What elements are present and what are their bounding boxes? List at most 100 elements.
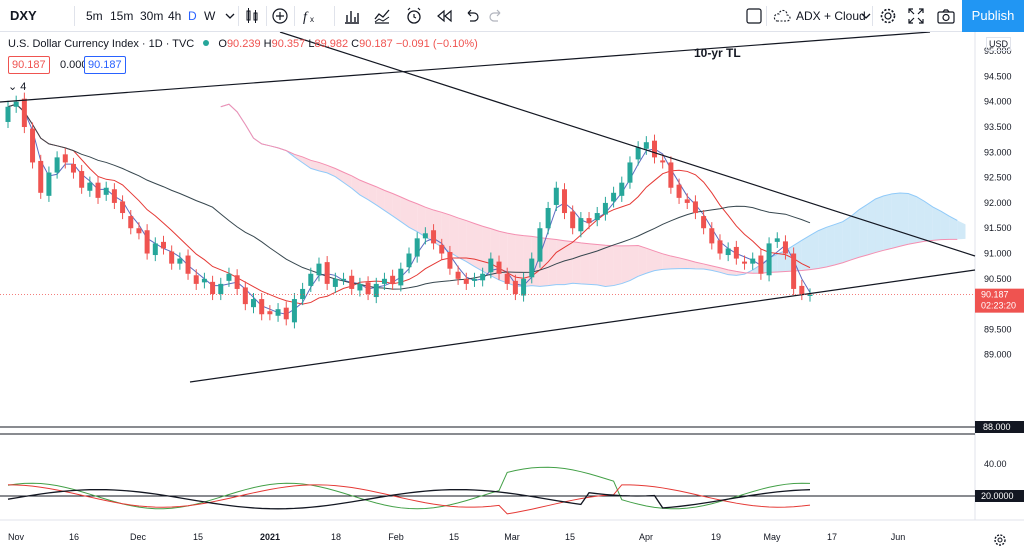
template-selector-button[interactable]: ADX + Cloud [796, 9, 866, 23]
publish-button[interactable]: Publish [962, 0, 1024, 32]
financials-icon[interactable] [342, 6, 362, 26]
symbol-search-button[interactable]: DXY [10, 8, 37, 23]
candle-body [627, 162, 633, 183]
trendline-annotation[interactable]: 10-yr TL [694, 46, 741, 60]
adx-level-label: 20.0000 [981, 491, 1014, 501]
toolbar-divider [334, 6, 335, 26]
time-tick-label: Jun [891, 532, 906, 542]
time-axis[interactable]: Nov 16 Dec 15 2021 18 Feb 15 Mar 15 Apr 19 May 17 Jun [0, 519, 1024, 546]
cloud-icon[interactable] [772, 6, 792, 26]
candle-body [545, 207, 551, 229]
cloud-segment [801, 235, 810, 271]
interval-30m-button[interactable]: 30m [140, 9, 164, 23]
candle-body [406, 253, 412, 268]
interval-5m-button[interactable]: 5m [86, 9, 103, 23]
cloud-segment [900, 193, 909, 247]
candle-body [496, 261, 502, 274]
replay-icon[interactable] [434, 6, 454, 26]
time-tick-label: May [763, 532, 781, 542]
candle-body [324, 262, 330, 284]
candle-body [791, 253, 797, 289]
dropdown-icon[interactable] [220, 6, 240, 26]
price-axis[interactable]: 89.00089.50090.00090.50091.00091.50092.0… [975, 46, 1024, 502]
currency-label[interactable]: USD [986, 37, 1012, 51]
cloud-segment [654, 251, 663, 271]
candle-body [21, 98, 27, 128]
cloud-segment [842, 216, 851, 263]
market-status-icon [203, 40, 210, 46]
candle-body [275, 309, 281, 316]
open-label: O [218, 38, 227, 50]
lower-triangle-trendline [189, 269, 976, 383]
slow-ma-line [7, 103, 811, 290]
cloud-segment [932, 206, 941, 241]
cloud-segment [310, 160, 319, 171]
low-value: 89.982 [314, 38, 349, 50]
chart-canvas[interactable]: 89.00089.50090.00090.50091.00091.50092.0… [0, 32, 1024, 552]
cloud-segment [417, 203, 426, 237]
cloud-segment [400, 196, 409, 228]
time-tick-label: 17 [827, 532, 837, 542]
interval-15m-button[interactable]: 15m [110, 9, 134, 23]
adx-plus-di-line [7, 466, 811, 510]
candle-body [210, 281, 216, 294]
cloud-segment [466, 220, 475, 267]
candle-body [30, 128, 36, 163]
toolbar-divider [766, 6, 767, 26]
interval-4h-button[interactable]: 4h [168, 9, 182, 23]
cloud-segment [646, 248, 655, 274]
cloud-segment [908, 193, 917, 245]
time-tick-label: 19 [711, 532, 721, 542]
cloud-segment [875, 195, 884, 253]
chevron-down-icon[interactable] [856, 6, 876, 26]
candle-body [733, 246, 739, 259]
alert-icon[interactable] [404, 6, 424, 26]
indicators-collapse-toggle[interactable]: ⌄ 4 [8, 80, 26, 93]
cloud-segment [850, 209, 860, 260]
close-label: C [351, 38, 360, 50]
interval-w-button[interactable]: W [204, 9, 216, 23]
sell-price-badge[interactable]: 90.187 [8, 56, 50, 74]
candle-body [201, 278, 207, 283]
templates-icon[interactable] [372, 6, 392, 26]
add-compare-icon[interactable] [270, 6, 290, 26]
cloud-segment [449, 214, 459, 258]
candle-body [160, 241, 166, 249]
interval-d-button[interactable]: D [188, 9, 197, 23]
fullscreen-icon[interactable] [906, 6, 926, 26]
cloud-segment [883, 193, 892, 251]
buy-price-badge[interactable]: 90.187 [84, 56, 126, 74]
candle-body [504, 273, 510, 284]
candle-body [398, 268, 404, 286]
settings-icon[interactable] [878, 6, 898, 26]
cloud-segment [458, 217, 467, 262]
candle-body [70, 163, 76, 173]
candle-body [668, 162, 674, 188]
collapse-chevron-icon: ⌄ [8, 81, 21, 93]
svg-text:f: f [303, 10, 309, 25]
trendlines[interactable] [0, 32, 976, 435]
candle-body [300, 288, 306, 300]
candle-body [611, 192, 617, 202]
candle-body [431, 230, 437, 244]
last-price-label: 90.187 [981, 290, 1009, 300]
cloud-segment [670, 256, 680, 269]
candle-body [586, 218, 592, 224]
candle-body [177, 258, 183, 264]
candles-icon[interactable] [242, 6, 262, 26]
medium-ma-line [7, 103, 811, 305]
candle-body [766, 243, 772, 276]
undo-icon[interactable] [462, 6, 482, 26]
layout-icon[interactable] [744, 6, 764, 26]
redo-icon[interactable] [486, 6, 506, 26]
cloud-segment [924, 201, 933, 242]
cloud-span-a [220, 103, 958, 288]
cloud-segment [368, 183, 377, 205]
candle-body [62, 154, 68, 163]
candle-body [79, 171, 85, 188]
spread-badge: 0.000 [56, 56, 92, 74]
cloud-segment [891, 193, 901, 249]
snapshot-icon[interactable] [936, 6, 956, 26]
close-value: 90.187 [359, 38, 393, 50]
